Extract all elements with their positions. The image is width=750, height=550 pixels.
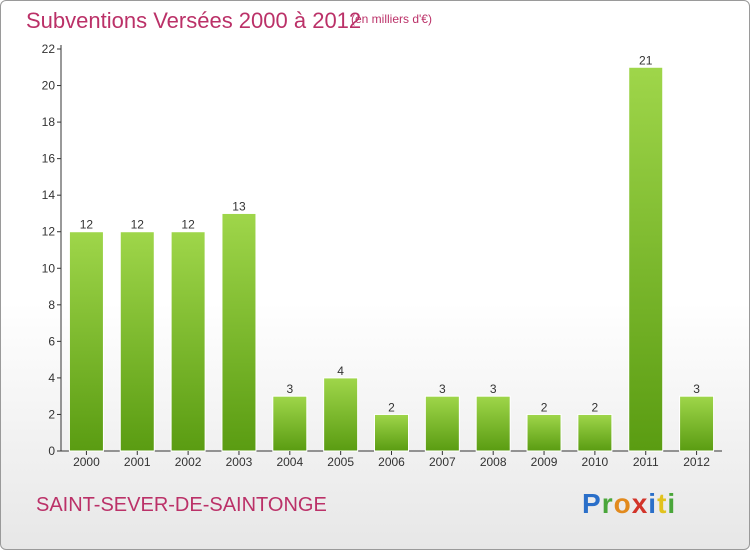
x-tick-label-2000: 2000 [73,455,100,469]
data-label-2000: 12 [80,218,94,232]
data-label-2005: 4 [337,364,344,378]
data-label-2012: 3 [693,382,700,396]
y-tick-label: 2 [48,407,55,421]
bar-2002 [170,231,206,452]
data-label-2006: 2 [388,400,395,414]
data-label-2008: 3 [490,382,497,396]
y-tick-label: 12 [42,225,56,239]
x-tick-label-2005: 2005 [327,455,354,469]
x-tick-label-2006: 2006 [378,455,405,469]
data-label-2001: 12 [131,218,145,232]
y-tick-label: 16 [42,152,56,166]
x-tick-label-2008: 2008 [480,455,507,469]
data-label-2004: 3 [286,382,293,396]
bar-2000 [68,231,104,452]
proxiti-logo: Proxiti [582,488,677,519]
data-label-2010: 2 [592,400,599,414]
bar-2006 [374,413,409,452]
x-tick-label-2011: 2011 [633,455,659,469]
x-tick-label-2007: 2007 [429,455,456,469]
y-tick-label: 22 [42,42,56,56]
bar-2008 [475,395,511,452]
x-tick-label-2010: 2010 [582,455,609,469]
bar-2005 [323,377,359,452]
data-label-2009: 2 [541,400,548,414]
y-tick-label: 8 [48,298,55,312]
bar-2011 [628,66,664,452]
x-tick-label-2009: 2009 [531,455,558,469]
bar-2004 [272,395,308,452]
y-tick-label: 6 [48,334,55,348]
data-label-2011: 21 [639,53,653,67]
bar-2007 [424,395,460,452]
y-tick-label: 18 [42,115,56,129]
data-label-2002: 12 [181,218,195,232]
chart-unit: (en milliers d'€) [351,12,432,26]
chart-title: Subventions Versées 2000 à 2012 [26,8,362,33]
y-tick-label: 10 [42,261,56,275]
data-label-2003: 13 [232,199,246,213]
commune-name: SAINT-SEVER-DE-SAINTONGE [36,494,327,516]
bar-2003 [221,212,257,452]
x-tick-label-2003: 2003 [226,455,253,469]
bar-2010 [577,413,613,452]
x-tick-label-2001: 2001 [124,455,151,469]
bar-2001 [119,231,155,452]
y-tick-label: 14 [42,188,56,202]
y-tick-label: 20 [42,79,56,93]
bar-2009 [526,413,562,452]
y-tick-label: 4 [48,371,55,385]
bar-2012 [679,395,715,452]
y-tick-label: 0 [48,444,55,458]
x-tick-label-2004: 2004 [276,455,303,469]
x-tick-label-2002: 2002 [175,455,202,469]
data-label-2007: 3 [439,382,446,396]
x-tick-label-2012: 2012 [683,455,710,469]
